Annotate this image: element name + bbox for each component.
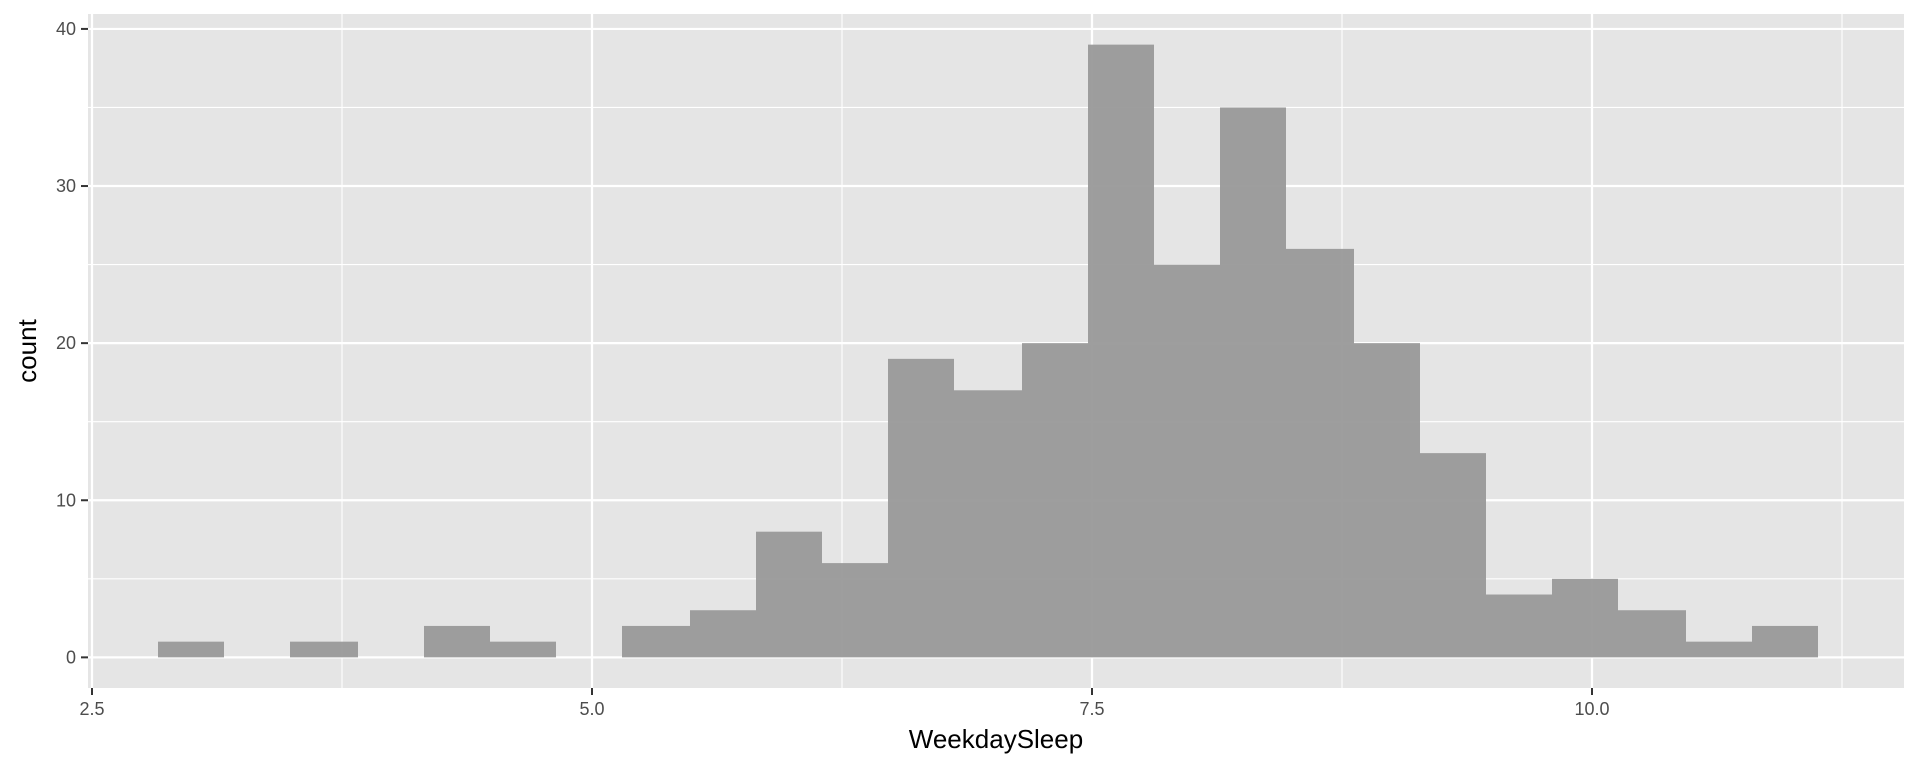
y-axis: 0 10 20 30 40: [56, 19, 88, 667]
x-tick-label: 5.0: [579, 699, 604, 719]
histogram-bar: [424, 625, 490, 658]
histogram-bar: [622, 625, 690, 658]
histogram-bar: [888, 358, 954, 658]
histogram-bar: [1420, 453, 1486, 658]
histogram-bar: [1618, 610, 1686, 658]
histogram-bar: [690, 610, 756, 658]
histogram-bar: [1286, 248, 1354, 658]
histogram-bar: [1022, 343, 1088, 658]
histogram-bar: [1552, 578, 1618, 658]
y-axis-title: count: [12, 318, 42, 382]
y-tick-label: 20: [56, 333, 76, 353]
x-axis-title: WeekdaySleep: [909, 724, 1083, 754]
histogram-bar: [158, 641, 224, 658]
x-axis: 2.5 5.0 7.5 10.0: [79, 688, 1610, 719]
y-tick-label: 10: [56, 490, 76, 510]
histogram-bar: [1752, 625, 1818, 658]
histogram-bars: [158, 44, 1818, 658]
histogram-bar: [1686, 641, 1752, 658]
histogram-bar: [756, 531, 822, 658]
y-tick-label: 0: [66, 647, 76, 667]
histogram-bar: [490, 641, 556, 658]
histogram-bar: [1354, 343, 1420, 658]
histogram-bar: [290, 641, 358, 658]
histogram-bar: [1486, 594, 1552, 658]
histogram-bar: [1220, 107, 1286, 658]
histogram-bar: [822, 563, 888, 658]
histogram-bar: [1154, 264, 1220, 658]
x-tick-label: 7.5: [1079, 699, 1104, 719]
y-tick-label: 30: [56, 176, 76, 196]
x-tick-label: 10.0: [1574, 699, 1609, 719]
histogram-bar: [1088, 44, 1154, 658]
y-tick-label: 40: [56, 19, 76, 39]
histogram-bar: [954, 390, 1022, 658]
x-tick-label: 2.5: [79, 699, 104, 719]
